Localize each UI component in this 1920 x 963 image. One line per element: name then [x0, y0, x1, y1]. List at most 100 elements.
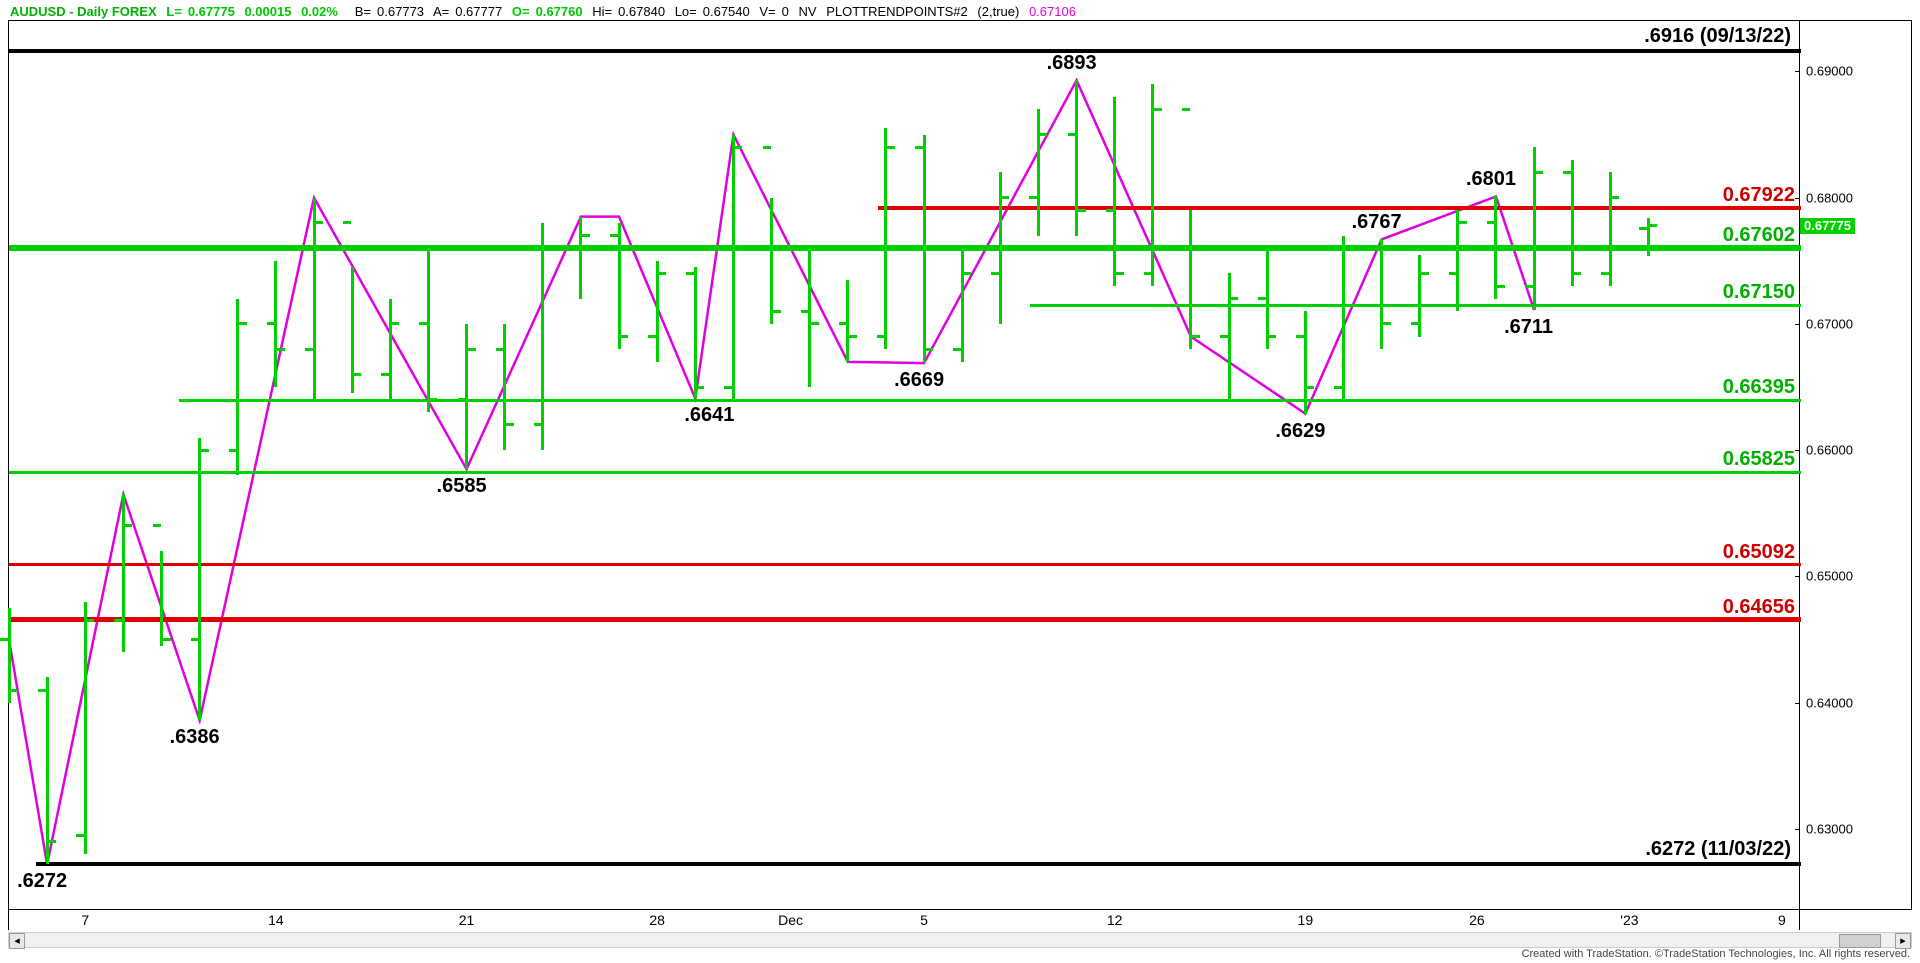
- ohlc-bar: [961, 248, 964, 362]
- horizontal-level-line: [9, 471, 1801, 474]
- pivot-label: .6801: [1466, 168, 1516, 191]
- x-tick-label: 28: [649, 912, 665, 928]
- last-prefix: L=: [166, 4, 182, 19]
- vol-value: 0: [782, 4, 789, 19]
- trend-line: [9, 21, 1799, 909]
- ohlc-bar: [732, 135, 735, 400]
- symbol-label: AUDUSD - Daily FOREX: [10, 4, 157, 19]
- y-tick-label: 0.67000: [1806, 316, 1853, 331]
- horizontal-level-label: 0.67602: [1723, 224, 1795, 247]
- nv-label: NV: [799, 4, 817, 19]
- horizontal-level-line: [36, 862, 1801, 866]
- horizontal-level-label: 0.67922: [1723, 184, 1795, 207]
- ohlc-bar: [999, 172, 1002, 323]
- horizontal-level-label: .6916 (09/13/22): [1644, 25, 1791, 48]
- x-tick-label: 7: [81, 912, 89, 928]
- y-tick-label: 0.68000: [1806, 190, 1853, 205]
- y-tick-label: 0.66000: [1806, 443, 1853, 458]
- ohlc-bar: [122, 494, 125, 652]
- x-tick-label: '23: [1620, 912, 1638, 928]
- ohlc-bar: [1075, 80, 1078, 235]
- ohlc-bar: [1304, 311, 1307, 413]
- pivot-label: .6767: [1352, 211, 1402, 234]
- ohlc-bar: [884, 128, 887, 349]
- ohlc-bar: [1113, 97, 1116, 286]
- ohlc-bar: [46, 677, 49, 864]
- ohlc-bar: [389, 299, 392, 400]
- y-axis: 0.690000.680000.670000.660000.650000.640…: [1800, 20, 1912, 910]
- ohlc-bar: [313, 198, 316, 400]
- x-tick-label: 19: [1298, 912, 1314, 928]
- bid-prefix: B=: [355, 4, 371, 19]
- ohlc-bar: [1342, 236, 1345, 400]
- ohlc-bar: [1609, 172, 1612, 286]
- ohlc-bar: [1494, 196, 1497, 298]
- x-tick-label: 26: [1469, 912, 1485, 928]
- scroll-thumb[interactable]: [1839, 934, 1881, 948]
- horizontal-level-line: [1030, 304, 1801, 307]
- vol-prefix: V=: [759, 4, 775, 19]
- pct-change-value: 0.02%: [301, 4, 338, 19]
- horizontal-level-line: [878, 206, 1801, 210]
- scroll-right-arrow[interactable]: ▸: [1895, 933, 1911, 949]
- horizontal-scrollbar[interactable]: ◂ ▸: [8, 932, 1912, 948]
- x-tick-label: 14: [268, 912, 284, 928]
- x-tick-label: 5: [920, 912, 928, 928]
- ohlc-bar: [846, 280, 849, 362]
- horizontal-level-label: 0.64656: [1723, 596, 1795, 619]
- ohlc-bar: [160, 551, 163, 646]
- ohlc-bar: [579, 217, 582, 299]
- chart-plot-area[interactable]: .6916 (09/13/22) 0.67922 0.67602 0.67150 0.6…: [8, 20, 1800, 910]
- chart-container: AUDUSD - Daily FOREX L= 0.67775 0.00015 0…: [0, 0, 1920, 963]
- pivot-label: .6641: [684, 404, 734, 427]
- ohlc-bar: [1380, 239, 1383, 349]
- indicator-name: PLOTTRENDPOINTS#2: [826, 4, 968, 19]
- horizontal-level-line: [179, 399, 1801, 402]
- x-tick-label: 9: [1778, 912, 1786, 928]
- pivot-label: .6629: [1275, 420, 1325, 443]
- ohlc-bar: [503, 324, 506, 450]
- horizontal-level-line: [9, 49, 1801, 53]
- y-tick-label: 0.65000: [1806, 569, 1853, 584]
- bid-value: 0.67773: [377, 4, 424, 19]
- pivot-label: .6711: [1504, 316, 1553, 339]
- horizontal-level-label: 0.65092: [1723, 541, 1795, 564]
- pivot-label: .6893: [1047, 52, 1097, 75]
- ohlc-bar: [198, 438, 201, 721]
- open-value: 0.67760: [536, 4, 583, 19]
- y-tick-label: 0.69000: [1806, 64, 1853, 79]
- scroll-left-arrow[interactable]: ◂: [9, 933, 25, 949]
- x-axis: 7142128Dec5121926'239: [8, 910, 1800, 930]
- x-tick-label: Dec: [778, 912, 803, 928]
- pivot-label: .6272: [17, 870, 67, 893]
- horizontal-level-line: [9, 563, 1801, 566]
- ohlc-bar: [427, 248, 430, 412]
- lo-prefix: Lo=: [675, 4, 697, 19]
- ohlc-bar: [694, 267, 697, 398]
- indicator-args: (2,true): [977, 4, 1019, 19]
- ohlc-bar: [465, 324, 468, 469]
- pivot-label: .6585: [437, 475, 487, 498]
- ohlc-bar: [923, 135, 926, 363]
- horizontal-level-label: 0.67150: [1723, 281, 1795, 304]
- ohlc-bar: [770, 198, 773, 324]
- ohlc-bar: [1151, 84, 1154, 286]
- change-value: 0.00015: [244, 4, 291, 19]
- ohlc-bar: [541, 223, 544, 450]
- ask-prefix: A=: [433, 4, 449, 19]
- pivot-label: .6669: [894, 369, 944, 392]
- y-tick-label: 0.63000: [1806, 821, 1853, 836]
- last-price-flag: 0.67775: [1800, 218, 1855, 234]
- hi-prefix: Hi=: [592, 4, 612, 19]
- footer-attribution: Created with TradeStation. ©TradeStation…: [1522, 948, 1910, 960]
- ohlc-bar: [1571, 160, 1574, 286]
- ohlc-bar: [1037, 109, 1040, 235]
- ohlc-bar: [808, 248, 811, 387]
- open-prefix: O=: [512, 4, 530, 19]
- horizontal-level-line: [9, 617, 1801, 622]
- indicator-value: 0.67106: [1029, 4, 1076, 19]
- horizontal-level-label: .6272 (11/03/22): [1645, 838, 1791, 861]
- pivot-label: .6386: [170, 726, 220, 749]
- chart-header-bar: AUDUSD - Daily FOREX L=0.67775 0.00015 0…: [10, 4, 1082, 19]
- ohlc-bar: [1189, 210, 1192, 349]
